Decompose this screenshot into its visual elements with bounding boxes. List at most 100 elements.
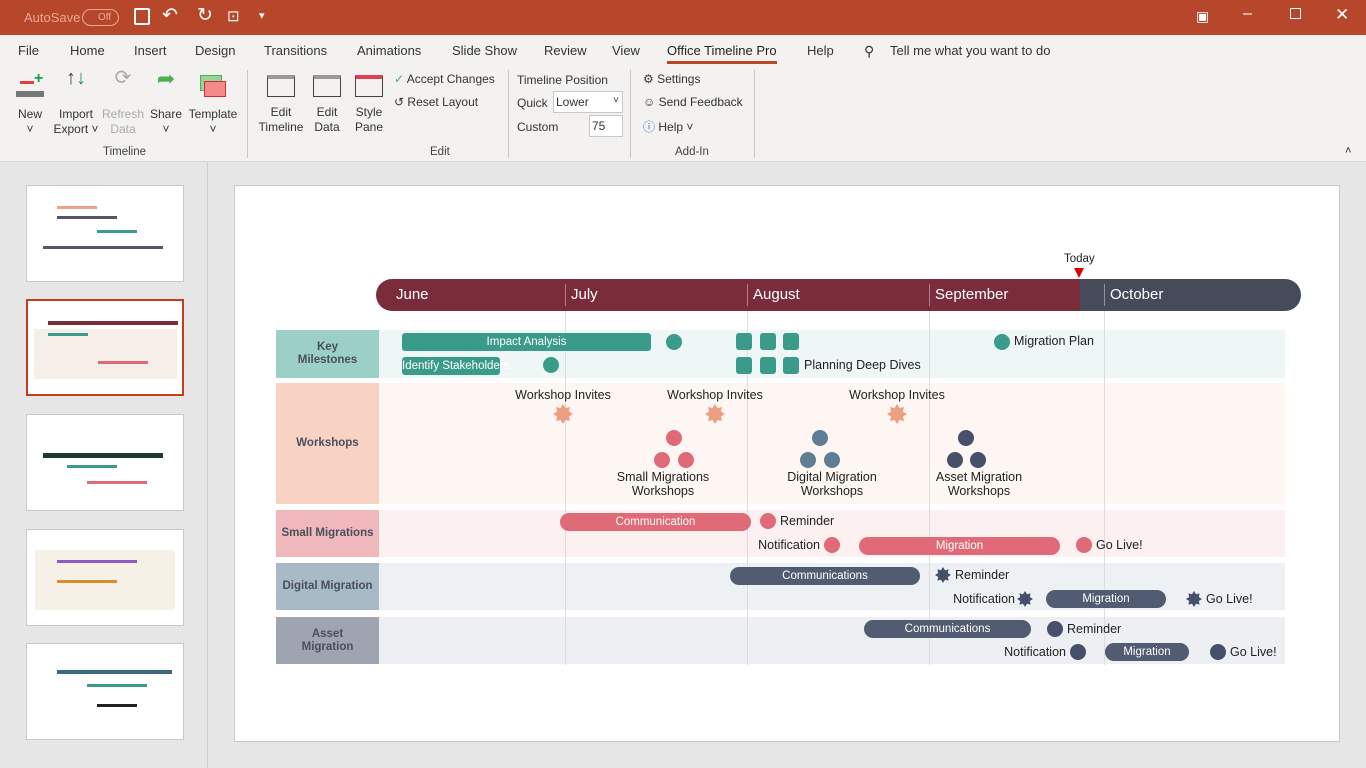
star-milestone-icon[interactable] — [887, 404, 907, 424]
milestone-circle[interactable] — [1210, 644, 1226, 660]
task-identify-stakeholders[interactable]: Identify Stakeholders — [402, 357, 509, 375]
slide-thumbnail-1[interactable] — [26, 185, 184, 282]
star-milestone-icon[interactable] — [705, 404, 725, 424]
lane-label-asset-migration[interactable]: Asset Migration — [276, 617, 379, 664]
tab-animations[interactable]: Animations — [357, 43, 422, 58]
tab-file[interactable]: File — [18, 43, 39, 58]
notification-label: Notification — [953, 592, 1015, 606]
maximize-icon[interactable] — [1290, 8, 1301, 19]
milestone-circle[interactable] — [666, 334, 682, 350]
undo-icon[interactable]: ↶ — [162, 5, 178, 26]
workshop-group-icon[interactable] — [812, 430, 828, 446]
refresh-data-button[interactable]: ⟳ Refresh Data — [102, 67, 145, 136]
share-button[interactable]: ➦ Share ˅ — [149, 66, 183, 137]
lane-label-workshops[interactable]: Workshops — [276, 383, 379, 504]
workshop-group-icon[interactable] — [824, 452, 840, 468]
tab-office-timeline-pro[interactable]: Office Timeline Pro — [667, 43, 777, 64]
star-milestone-icon[interactable] — [1017, 591, 1033, 607]
task-communications[interactable]: Communications — [730, 567, 920, 585]
task-migration[interactable]: Migration — [1046, 590, 1166, 608]
lane-label-small-migrations[interactable]: Small Migrations — [276, 510, 379, 557]
small-migrations-workshops-label: Small Migrations Workshops — [616, 470, 710, 498]
slide-thumbnail-5[interactable] — [26, 643, 184, 740]
workshop-group-icon[interactable] — [666, 430, 682, 446]
task-communication[interactable]: Communication — [560, 513, 751, 531]
template-button[interactable]: Template ˅ — [188, 71, 238, 137]
workshop-group-icon[interactable] — [654, 452, 670, 468]
milestone-square[interactable] — [736, 357, 752, 374]
tell-me-input[interactable]: Tell me what you want to do — [890, 43, 1051, 58]
milestone-circle[interactable] — [1047, 621, 1063, 637]
task-migration[interactable]: Migration — [859, 537, 1060, 555]
slide-thumbnail-2[interactable] — [26, 299, 184, 396]
close-icon[interactable]: ✕ — [1335, 5, 1350, 24]
slide-thumbnail-3[interactable] — [26, 414, 184, 511]
quick-position-select[interactable]: Lower ˅ — [553, 91, 623, 113]
workshop-group-icon[interactable] — [958, 430, 974, 446]
star-milestone-icon[interactable] — [935, 567, 951, 583]
today-marker-icon — [1074, 268, 1084, 278]
new-button[interactable]: + New ˅ — [14, 71, 46, 137]
milestone-circle[interactable] — [824, 537, 840, 553]
minimize-icon[interactable]: – — [1243, 5, 1252, 22]
edit-data-icon — [313, 75, 341, 97]
tab-slide-show[interactable]: Slide Show — [452, 43, 518, 58]
task-impact-analysis[interactable]: Impact Analysis — [402, 333, 651, 351]
milestone-square[interactable] — [760, 333, 776, 350]
month-gridline — [929, 311, 930, 665]
milestone-circle[interactable] — [1070, 644, 1086, 660]
autosave-toggle[interactable]: Off — [82, 9, 119, 26]
reset-layout-button[interactable]: ↺ Reset Layout — [394, 95, 479, 109]
workshop-group-icon[interactable] — [678, 452, 694, 468]
milestone-square[interactable] — [736, 333, 752, 350]
timescale-bar[interactable] — [376, 279, 1301, 311]
custom-position-input[interactable]: 75 — [589, 115, 623, 137]
slide-thumbnail-4[interactable] — [26, 529, 184, 626]
star-milestone-icon[interactable] — [1186, 591, 1202, 607]
tab-help[interactable]: Help — [807, 43, 834, 58]
tab-insert[interactable]: Insert — [134, 43, 167, 58]
import-export-button[interactable]: ↑↓ Import Export ˅ — [53, 67, 99, 136]
edit-data-button[interactable]: Edit Data — [308, 75, 346, 135]
edit-timeline-button[interactable]: Edit Timeline — [258, 75, 304, 135]
group-divider — [508, 70, 509, 158]
save-icon[interactable] — [134, 8, 150, 25]
lane-label-digital-migration[interactable]: Digital Migration — [276, 563, 379, 610]
smiley-icon: ☺ — [643, 95, 656, 109]
chevron-down-icon: ˅ — [613, 95, 619, 106]
help-button[interactable]: ⓘ Help ˅ — [643, 120, 694, 134]
redo-icon[interactable]: ↻ — [197, 5, 213, 26]
star-milestone-icon[interactable] — [553, 404, 573, 424]
workshop-group-icon[interactable] — [947, 452, 963, 468]
milestone-circle[interactable] — [1076, 537, 1092, 553]
tab-design[interactable]: Design — [195, 43, 236, 58]
customize-qat-icon[interactable]: ▾ — [259, 10, 265, 22]
group-divider — [247, 70, 248, 158]
title-bar: AutoSave Off ↶ ↻ ⊡ ▾ ▣ – ✕ — [0, 0, 1366, 35]
accept-changes-button[interactable]: ✓ Accept Changes — [394, 72, 495, 86]
milestone-circle[interactable] — [543, 357, 559, 373]
ribbon-display-icon[interactable]: ▣ — [1196, 8, 1210, 24]
style-pane-button[interactable]: Style Pane — [350, 75, 388, 135]
tab-home[interactable]: Home — [70, 43, 105, 58]
milestone-square[interactable] — [783, 333, 799, 350]
send-feedback-button[interactable]: ☺ Send Feedback — [643, 95, 743, 109]
workshop-group-icon[interactable] — [800, 452, 816, 468]
tab-view[interactable]: View — [612, 43, 640, 58]
search-icon: ⚲ — [864, 43, 875, 59]
milestone-circle[interactable] — [760, 513, 776, 529]
task-migration[interactable]: Migration — [1105, 643, 1189, 661]
settings-button[interactable]: ⚙ Settings — [643, 72, 701, 86]
present-icon[interactable]: ⊡ — [227, 8, 240, 25]
milestone-circle[interactable] — [994, 334, 1010, 350]
notification-label: Notification — [1004, 645, 1066, 659]
task-communications[interactable]: Communications — [864, 620, 1031, 638]
tab-review[interactable]: Review — [544, 43, 587, 58]
milestone-square[interactable] — [783, 357, 799, 374]
collapse-ribbon-icon[interactable]: ˄ — [1345, 145, 1352, 157]
lane-label-key-milestones[interactable]: Key Milestones — [276, 330, 379, 378]
workshop-group-icon[interactable] — [970, 452, 986, 468]
tab-transitions[interactable]: Transitions — [264, 43, 328, 58]
milestone-square[interactable] — [760, 357, 776, 374]
workshop-invites-label: Workshop Invites — [667, 388, 763, 402]
